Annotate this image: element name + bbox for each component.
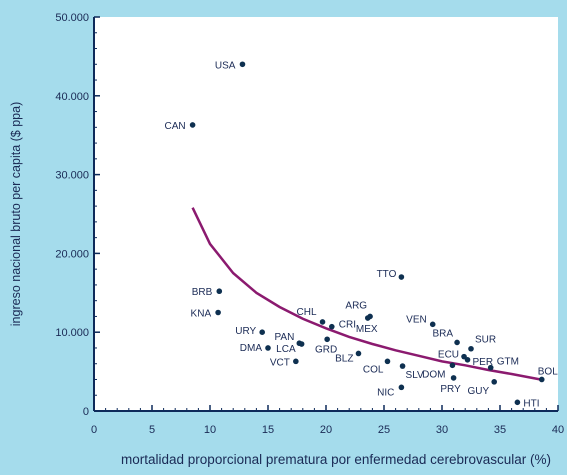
point-label-cri: CRI	[339, 320, 356, 331]
x-tick-label: 30	[436, 424, 448, 436]
data-point-mex	[364, 315, 371, 321]
trend-line	[191, 207, 541, 381]
data-point-hti	[514, 399, 521, 406]
data-point-col	[384, 358, 391, 365]
x-tick-label: 40	[552, 424, 564, 436]
point-label-pry: PRY	[440, 384, 461, 395]
point-label-can: CAN	[164, 121, 185, 132]
point-label-arg: ARG	[345, 300, 367, 311]
data-point-per	[464, 356, 471, 363]
point-label-blz: BLZ	[335, 353, 353, 364]
data-point-tto	[398, 274, 405, 280]
y-tick-label: 10.000	[55, 327, 89, 339]
y-tick-label: 20.000	[55, 248, 89, 260]
point-label-per: PER	[473, 357, 494, 368]
data-point-dma	[265, 345, 271, 351]
point-label-sur: SUR	[475, 335, 496, 346]
point-label-gtm: GTM	[497, 357, 519, 368]
data-point-ven	[429, 321, 436, 328]
point-label-ven: VEN	[406, 314, 427, 325]
point-label-tto: TTO	[377, 269, 397, 280]
data-point-kna	[215, 309, 221, 316]
data-point-guy	[491, 379, 498, 385]
data-point-usa	[239, 61, 246, 68]
point-label-lca: LCA	[276, 344, 296, 355]
point-label-bol: BOL	[538, 366, 558, 377]
point-label-grd: GRD	[315, 344, 337, 355]
data-point-dom	[449, 362, 456, 369]
point-label-dma: DMA	[240, 343, 263, 354]
point-label-chl: CHL	[297, 307, 317, 318]
x-tick-label: 0	[91, 424, 97, 436]
point-label-guy: GUY	[468, 386, 490, 397]
point-label-pan: PAN	[274, 332, 294, 343]
x-tick-label: 10	[204, 424, 216, 436]
y-tick-label: 30.000	[55, 170, 89, 182]
data-point-nic	[398, 384, 405, 391]
point-label-slv: SLV	[406, 370, 424, 381]
x-tick-label: 20	[320, 424, 332, 436]
point-label-usa: USA	[215, 60, 236, 71]
x-tick-label: 15	[262, 424, 274, 436]
plot-area	[94, 17, 558, 411]
data-point-gtm	[487, 364, 494, 371]
data-point-grd	[324, 336, 330, 343]
x-tick-label: 5	[149, 424, 155, 436]
data-point-brb	[216, 288, 223, 295]
data-point-chl	[319, 319, 326, 325]
data-point-sur	[468, 345, 474, 352]
data-point-can	[189, 122, 196, 128]
data-point-slv	[399, 363, 406, 369]
data-point-bol	[538, 376, 545, 383]
point-label-dom: DOM	[422, 369, 445, 380]
y-tick-label: 50.000	[55, 12, 89, 24]
data-point-pry	[450, 375, 457, 381]
data-point-lca	[298, 341, 305, 347]
point-label-hti: HTI	[523, 398, 539, 409]
data-point-blz	[355, 350, 362, 357]
point-label-ecu: ECU	[438, 350, 459, 361]
point-label-kna: KNA	[191, 309, 212, 320]
point-label-col: COL	[363, 364, 384, 375]
point-label-ury: URY	[235, 326, 256, 337]
point-label-bra: BRA	[433, 328, 454, 339]
point-label-mex: MEX	[356, 324, 378, 335]
x-tick-label: 25	[378, 424, 390, 436]
point-label-brb: BRB	[192, 287, 213, 298]
x-tick-label: 35	[494, 424, 506, 436]
point-label-nic: NIC	[377, 387, 394, 398]
data-point-vct	[293, 358, 299, 365]
x-axis-title: mortalidad proporcional prematura por en…	[121, 452, 551, 467]
data-point-ury	[259, 329, 266, 336]
data-point-cri	[329, 323, 335, 330]
y-axis-title: ingreso nacional bruto per capita ($ ppa…	[9, 102, 23, 326]
point-label-vct: VCT	[270, 357, 290, 368]
y-tick-label: 0	[83, 406, 89, 418]
y-tick-label: 40.000	[55, 91, 89, 103]
data-point-bra	[454, 339, 460, 346]
